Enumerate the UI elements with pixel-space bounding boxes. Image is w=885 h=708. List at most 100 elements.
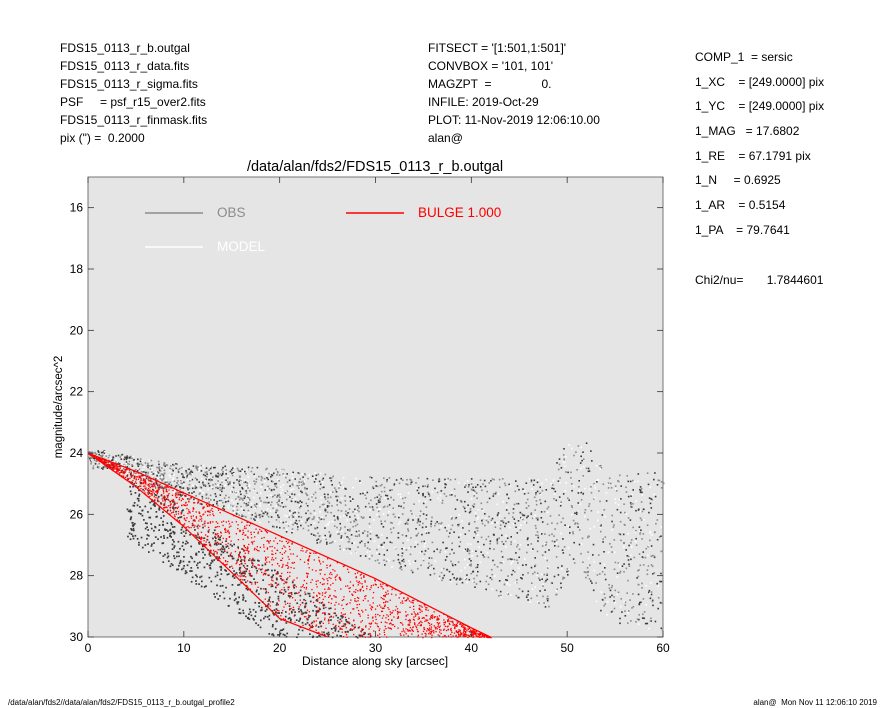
obs-point xyxy=(95,453,98,455)
bulge-point xyxy=(341,599,343,602)
obs-point xyxy=(572,531,574,533)
obs-point xyxy=(226,573,229,576)
obs-point xyxy=(152,473,155,475)
obs-point xyxy=(381,483,383,486)
obs-point xyxy=(156,474,158,477)
obs-point xyxy=(171,564,174,566)
obs-point xyxy=(588,505,590,507)
obs-point xyxy=(433,567,435,570)
obs-point xyxy=(270,476,272,478)
obs-point xyxy=(150,527,153,530)
bulge-point xyxy=(389,611,391,613)
bulge-point xyxy=(123,472,125,474)
bulge-point xyxy=(183,504,185,506)
obs-point xyxy=(632,503,634,505)
obs-point xyxy=(289,509,291,512)
obs-point xyxy=(248,499,251,501)
obs-point xyxy=(324,534,326,537)
bulge-point xyxy=(310,581,312,584)
param-line: 1_PA = 79.7641 xyxy=(695,222,790,237)
obs-point xyxy=(147,511,149,513)
obs-point xyxy=(464,486,466,488)
obs-point xyxy=(490,480,492,482)
obs-point xyxy=(424,485,426,487)
bulge-point xyxy=(385,591,387,593)
bulge-point xyxy=(371,617,374,619)
obs-point xyxy=(144,471,146,474)
obs-point xyxy=(172,539,174,541)
obs-point xyxy=(419,515,421,517)
obs-point xyxy=(324,510,327,513)
obs-point xyxy=(588,503,591,505)
bulge-point xyxy=(369,636,371,638)
bulge-point xyxy=(156,484,159,487)
obs-point xyxy=(562,493,565,495)
obs-point xyxy=(137,458,139,461)
bulge-point xyxy=(203,506,205,508)
obs-point xyxy=(291,581,294,584)
obs-point xyxy=(323,486,325,489)
obs-point xyxy=(557,468,560,471)
obs-point xyxy=(423,553,426,556)
bulge-point xyxy=(359,615,361,617)
obs-point xyxy=(173,557,176,560)
obs-point xyxy=(196,478,198,481)
obs-point xyxy=(504,484,507,487)
bulge-point xyxy=(157,499,159,501)
obs-point xyxy=(258,560,260,562)
obs-point xyxy=(360,516,363,518)
obs-point xyxy=(151,466,153,469)
obs-point xyxy=(597,511,600,513)
bulge-point xyxy=(459,623,461,625)
header-line: FDS15_0113_r_sigma.fits xyxy=(60,77,198,91)
obs-point xyxy=(342,486,345,489)
obs-point xyxy=(637,575,640,578)
bulge-point xyxy=(319,563,322,565)
obs-point xyxy=(419,520,421,523)
obs-point xyxy=(126,456,128,459)
obs-point xyxy=(536,519,539,521)
obs-point xyxy=(288,617,291,619)
obs-point xyxy=(388,477,391,479)
bulge-point xyxy=(250,533,252,535)
obs-point xyxy=(569,532,571,534)
obs-point xyxy=(654,495,657,498)
obs-point xyxy=(627,559,630,561)
obs-point xyxy=(398,561,401,564)
obs-point xyxy=(336,499,339,501)
obs-point xyxy=(148,480,150,482)
obs-point xyxy=(653,556,656,559)
obs-point xyxy=(468,558,471,560)
obs-point xyxy=(146,522,148,525)
obs-point xyxy=(245,473,247,475)
bulge-point xyxy=(251,543,254,545)
obs-point xyxy=(288,516,290,519)
component-parameters: COMP_1 = sersic 1_XC = [249.0000] pix 1_… xyxy=(695,50,824,248)
obs-point xyxy=(119,470,121,473)
obs-point xyxy=(600,591,603,593)
bulge-point xyxy=(189,498,191,500)
bulge-point xyxy=(293,609,295,611)
bulge-point xyxy=(480,636,482,638)
obs-point xyxy=(517,567,520,569)
obs-point xyxy=(238,568,241,571)
obs-point xyxy=(422,559,425,562)
obs-point xyxy=(457,561,460,563)
obs-point xyxy=(513,518,516,520)
obs-point xyxy=(339,618,342,621)
obs-point xyxy=(402,479,404,481)
obs-point xyxy=(415,487,418,490)
obs-point xyxy=(614,551,616,554)
obs-point xyxy=(428,495,431,497)
obs-point xyxy=(286,481,289,483)
obs-point xyxy=(476,484,479,486)
obs-point xyxy=(299,500,301,502)
obs-point xyxy=(496,503,499,505)
bulge-point xyxy=(437,626,439,628)
obs-point xyxy=(210,562,212,564)
obs-point xyxy=(240,505,242,508)
obs-point xyxy=(337,533,339,535)
obs-point xyxy=(212,532,215,534)
obs-point xyxy=(500,595,503,598)
obs-point xyxy=(564,465,566,468)
